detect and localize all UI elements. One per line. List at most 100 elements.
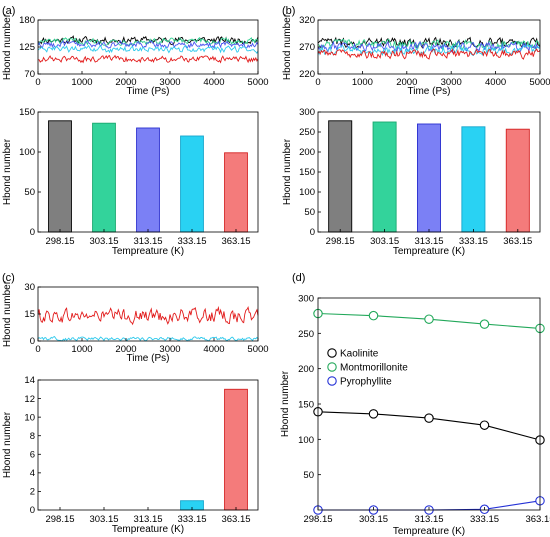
y-tick-label-d: 250: [298, 329, 314, 340]
x-tick-label-a-top: 0: [35, 77, 40, 88]
x-tick-label-b-top: 4000: [485, 77, 506, 88]
y-axis-label-c-bottom: Hbond number: [2, 411, 13, 478]
x-tick-label-b-bottom: 333.15: [459, 236, 488, 247]
y-axis-label-c-top: Hbond number: [2, 280, 13, 347]
bar-b-bottom-333.15: [461, 126, 486, 233]
series-line-a-top-4: [37, 54, 259, 64]
y-tick-label-a-bottom: 150: [19, 107, 35, 118]
y-tick-label-b-bottom: 250: [299, 127, 315, 138]
series-line-c-top-0: [37, 305, 259, 326]
x-tick-label-a-bottom: 298.15: [45, 236, 74, 247]
panel-label-a: (a): [2, 5, 15, 17]
y-tick-label-c-bottom: 10: [24, 412, 35, 423]
point-montmorillonite-303.15: [368, 310, 379, 321]
point-montmorillonite-333.15: [479, 319, 490, 329]
y-tick-label-b-top: 270: [299, 42, 315, 53]
x-tick-label-b-bottom: 298.15: [326, 236, 355, 247]
point-kaolinite-303.15: [368, 409, 379, 419]
x-tick-label-b-bottom: 313.15: [414, 236, 443, 247]
y-tick-label-b-bottom: 0: [310, 227, 315, 238]
x-tick-label-c-top: 0: [35, 344, 40, 355]
series-line-a-top-1: [37, 36, 259, 47]
bar-b-bottom-303.15: [372, 121, 397, 233]
x-tick-label-d: 313.15: [414, 514, 443, 525]
legend-marker-pyrophyllite: [327, 376, 337, 386]
point-montmorillonite-313.15: [424, 314, 434, 324]
y-tick-label-d: 200: [298, 364, 314, 375]
y-tick-label-b-bottom: 200: [299, 147, 315, 158]
x-tick-label-d: 303.15: [359, 514, 388, 525]
x-tick-label-d: 298.15: [303, 514, 332, 525]
y-axis-label-d: Hbond number: [280, 370, 291, 437]
x-axis-label-d: Tempreature (K): [393, 526, 465, 537]
y-tick-label-c-bottom: 0: [30, 505, 35, 516]
legend-label-montmorillonite: Montmorillonite: [340, 363, 408, 374]
y-axis-label-a-bottom: Hbond number: [2, 138, 13, 205]
legend-marker-montmorillonite: [327, 362, 337, 372]
y-tick-label-b-top: 220: [299, 69, 315, 80]
y-tick-label-c-top: 15: [24, 309, 35, 320]
series-line-a-top-3: [37, 44, 259, 55]
x-tick-label-c-bottom: 303.15: [89, 514, 118, 525]
y-tick-label-b-bottom: 150: [299, 167, 315, 178]
x-tick-label-b-bottom: 363.15: [503, 236, 532, 247]
y-axis-label-b-bottom: Hbond number: [282, 138, 293, 205]
x-tick-label-a-bottom: 313.15: [133, 236, 162, 247]
x-tick-label-d: 333.15: [470, 514, 499, 525]
legend-label-kaolinite: Kaolinite: [340, 349, 379, 360]
y-axis-label-a-top: Hbond number: [2, 13, 13, 80]
x-tick-label-b-bottom: 303.15: [370, 236, 399, 247]
x-tick-label-a-bottom: 303.15: [89, 236, 118, 247]
bar-a-bottom-363.15: [224, 152, 248, 233]
x-axis-label-c-bottom: Tempreature (K): [112, 524, 184, 535]
x-tick-label-c-bottom: 363.15: [221, 514, 250, 525]
series-line-a-top-0: [37, 35, 259, 46]
y-tick-label-c-bottom: 6: [30, 449, 35, 460]
series-line-a-top-2: [37, 39, 259, 50]
x-tick-label-c-bottom: 298.15: [45, 514, 74, 525]
y-tick-label-a-top: 125: [19, 42, 35, 53]
panel-label-d: (d): [292, 272, 305, 284]
x-tick-label-a-top: 1000: [71, 77, 92, 88]
y-tick-label-a-top: 70: [24, 69, 35, 80]
x-tick-label-c-bottom: 333.15: [177, 514, 206, 525]
x-axis-label-c-top: Time (Ps): [127, 353, 170, 364]
x-axis-label-a-bottom: Tempreature (K): [112, 246, 184, 257]
axes-layer: [37, 19, 541, 511]
panel-label-c: (c): [2, 272, 15, 284]
y-tick-label-c-bottom: 12: [24, 394, 35, 405]
bar-c-bottom-363.15: [224, 388, 248, 511]
y-tick-label-c-top: 0: [30, 336, 35, 347]
x-tick-label-b-top: 2000: [396, 77, 417, 88]
y-tick-label-d: 50: [303, 470, 314, 481]
legend-marker-kaolinite: [327, 348, 337, 358]
y-tick-label-c-top: 30: [24, 282, 35, 293]
lines-layer: [37, 35, 545, 515]
x-tick-label-b-top: 3000: [441, 77, 462, 88]
series-line-b-top-3: [317, 44, 541, 57]
bar-b-bottom-298.15: [328, 120, 353, 233]
y-tick-label-b-bottom: 50: [304, 207, 315, 218]
series-line-b-top-1: [317, 39, 541, 51]
x-tick-label-c-top: 1000: [71, 344, 92, 355]
x-tick-label-c-top: 2000: [115, 344, 136, 355]
x-axis-label-b-bottom: Tempreature (K): [393, 246, 465, 257]
axes-frame-a-top: [37, 19, 259, 75]
panel-label-b: (b): [282, 5, 295, 17]
x-tick-label-c-bottom: 313.15: [133, 514, 162, 525]
series-line-b-top-2: [317, 40, 541, 54]
x-tick-label-a-top: 5000: [247, 77, 268, 88]
bar-b-bottom-363.15: [505, 128, 530, 233]
x-tick-label-b-top: 0: [315, 77, 320, 88]
series-line-b-top-4: [317, 48, 541, 60]
bar-a-bottom-333.15: [180, 135, 204, 233]
x-tick-label-c-top: 5000: [247, 344, 268, 355]
y-tick-label-a-bottom: 50: [24, 187, 35, 198]
series-line-c-top-1: [37, 336, 259, 342]
y-tick-label-a-bottom: 100: [19, 147, 35, 158]
axes-frame-d: [317, 297, 541, 511]
x-tick-label-c-top: 3000: [159, 344, 180, 355]
x-tick-label-a-bottom: 333.15: [177, 236, 206, 247]
axes-frame-c-top: [37, 286, 259, 342]
